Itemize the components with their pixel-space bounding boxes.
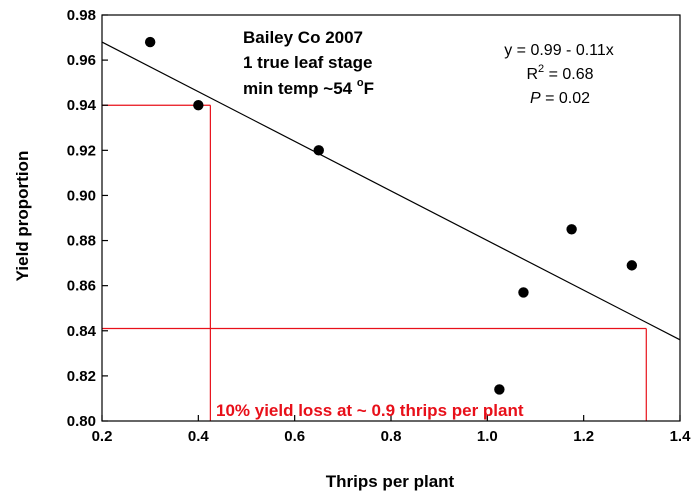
y-tick-label: 0.84: [67, 323, 97, 340]
degree-symbol: o: [357, 77, 364, 89]
y-axis-ticks: 0.80 0.82 0.84 0.86 0.88 0.90 0.92 0.94 0.96 0.98: [67, 7, 108, 430]
r-squared-value: = 0.68: [544, 66, 593, 83]
x-axis-ticks: 0.2 0.4 0.6 0.8 1.0 1.2 1.4: [92, 415, 692, 445]
y-tick-label: 0.86: [67, 278, 96, 295]
yield-loss-annotation: 10% yield loss at ~ 0.9 thrips per plant: [216, 401, 524, 420]
r-squared: R2 = 0.68: [526, 63, 593, 83]
r-squared-symbol: R: [526, 66, 538, 83]
data-point: [193, 100, 204, 111]
p-value-number: = 0.02: [541, 90, 590, 107]
x-tick-label: 0.2: [92, 428, 113, 445]
data-point: [626, 260, 638, 271]
title-line-3: min temp ~54 oF: [243, 77, 374, 98]
reference-lines: [102, 104, 647, 421]
y-tick-label: 0.98: [67, 7, 96, 24]
regression-equation: y = 0.99 - 0.11x: [504, 42, 614, 59]
r-squared-exponent: 2: [538, 63, 544, 75]
y-axis-label: Yield proportion: [13, 151, 32, 282]
y-tick-label: 0.92: [67, 142, 96, 159]
y-tick-label: 0.82: [67, 368, 96, 385]
y-tick-label: 0.80: [67, 413, 96, 430]
title-line-3-text: min temp ~54: [243, 79, 357, 98]
data-point: [566, 224, 577, 235]
x-tick-label: 1.0: [477, 428, 498, 445]
x-tick-label: 0.8: [381, 428, 402, 445]
data-points: [144, 36, 638, 395]
regression-line: [101, 41, 681, 341]
title-line-1: Bailey Co 2007: [243, 28, 363, 47]
x-tick-label: 0.6: [284, 428, 305, 445]
y-tick-label: 0.88: [67, 233, 96, 250]
regression-stats: y = 0.99 - 0.11x R2 = 0.68 P = 0.02: [504, 42, 614, 107]
y-tick-label: 0.96: [67, 52, 96, 69]
temp-unit: F: [364, 79, 374, 98]
x-tick-label: 1.4: [670, 428, 692, 445]
regression-line-group: [101, 41, 681, 341]
data-point: [313, 145, 324, 156]
x-tick-label: 1.2: [573, 428, 594, 445]
p-value: P = 0.02: [530, 90, 590, 107]
y-tick-label: 0.90: [67, 187, 96, 204]
data-point: [518, 287, 529, 298]
x-axis-label: Thrips per plant: [326, 472, 455, 491]
x-tick-label: 0.4: [188, 428, 210, 445]
data-point: [494, 384, 505, 395]
title-line-2: 1 true leaf stage: [243, 53, 372, 72]
y-tick-label: 0.94: [67, 97, 97, 114]
p-symbol: P: [530, 90, 541, 107]
chart-title-block: Bailey Co 2007 1 true leaf stage min tem…: [243, 28, 374, 98]
data-point: [144, 36, 156, 48]
